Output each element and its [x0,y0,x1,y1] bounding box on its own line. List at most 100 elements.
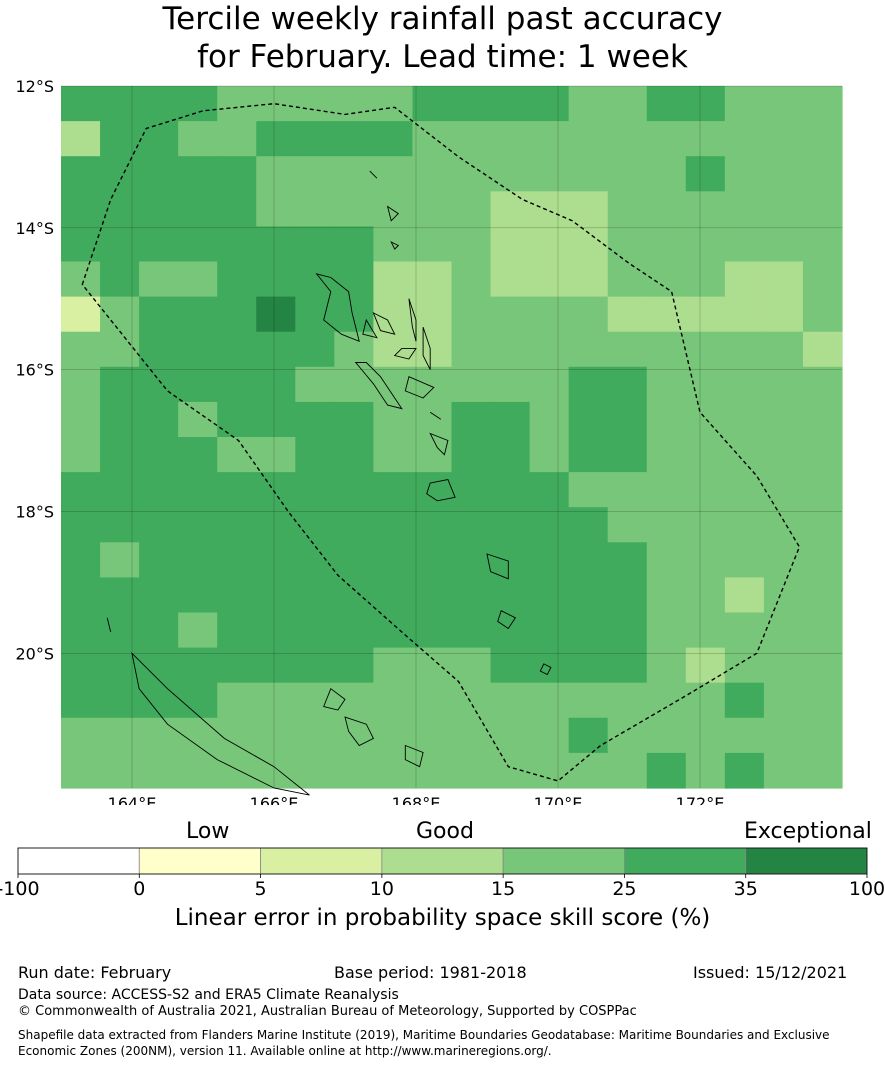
grid-cell [61,191,101,227]
grid-cell [139,401,179,438]
grid-cell [529,401,570,438]
grid-cell [412,717,453,754]
grid-cell [295,331,335,368]
grid-cell [685,226,726,263]
grid-cell [217,647,257,684]
island-outline [408,298,417,342]
grid-cell [334,612,374,649]
grid-cell [373,226,414,263]
grid-cell [139,226,179,263]
island-outline [131,651,310,796]
grid-cell [646,507,687,543]
grid-cell [685,437,726,473]
grid-cell [373,156,414,192]
grid-cell [217,717,257,754]
lat-label: 20°S [15,644,54,663]
grid-cell [139,717,179,754]
grid-cell [802,156,843,192]
grid-cell [763,577,804,614]
island-outline [497,610,517,630]
grid-cell [373,542,414,578]
colorbar-tick-label: 35 [734,878,758,900]
grid-cell [451,612,492,649]
grid-cell [763,331,804,368]
grid-cell [451,717,492,754]
grid-cell [724,296,765,333]
grid-cell [256,296,296,333]
grid-cell [295,121,335,157]
grid-cell [646,717,687,754]
grid-cell [139,612,179,649]
grid-cell [412,507,453,543]
title-line-2: for February. Lead time: 1 week [197,39,688,75]
grid-cell [100,752,140,789]
grid-cell [802,226,843,263]
grid-cell [685,577,726,614]
grid-cell [295,86,335,122]
island-outline [429,432,449,456]
grid-cell [256,682,296,719]
grid-cell [802,191,843,227]
copyright: © Commonwealth of Australia 2021, Austra… [18,1004,637,1019]
island-outline [393,347,417,360]
grid-cell [178,156,218,192]
grid-cell [217,121,257,157]
grid-cell [412,331,453,368]
grid-cell [607,226,648,263]
grid-cell [568,717,609,754]
graticule [61,85,842,788]
grid-cell [373,472,414,508]
grid-cell [412,752,453,789]
grid-cell [373,401,414,438]
grid-cell [61,647,101,684]
grid-cell [100,191,140,227]
grid-cell [763,261,804,298]
map-title: Tercile weekly rainfall past accuracy fo… [0,0,885,76]
grid-cell [568,472,609,508]
grid-cell [100,366,140,403]
grid-cell [373,437,414,473]
grid-cell [256,752,296,789]
grid-cell [724,191,765,227]
grid-cell [802,296,843,333]
shapefile-note: Shapefile data extracted from Flanders M… [18,1028,830,1058]
grid-cell [217,577,257,614]
grid-cell [100,717,140,754]
grid-cell [568,331,609,368]
grid-cell [256,191,296,227]
grid-cell [61,717,101,754]
grid-cell [100,261,140,298]
grid-cell [139,261,179,298]
grid-cell [724,86,765,122]
grid-cell [685,612,726,649]
grid-cell [217,752,257,789]
island-outline [426,478,456,502]
grid-cell [451,191,492,227]
grid-cell [646,542,687,578]
colorbar-outline [17,847,868,875]
latitude-labels: 12°S 14°S 16°S 18°S 20°S [15,77,54,663]
grid-cell [451,121,492,157]
grid-cell [217,296,257,333]
grid-cell [61,156,101,192]
colorbar: -100 0 5 10 15 25 35 100 [0,847,885,900]
grid-cell [256,437,296,473]
grid-cell [568,507,609,543]
grid-cell [451,331,492,368]
grid-cell [100,121,140,157]
grid-cell [412,647,453,684]
island-outline [539,663,552,676]
grid-cell [451,261,492,298]
grid-cell [178,472,218,508]
grid-cell [412,226,453,263]
grid-cell [178,226,218,263]
grid-cell [763,437,804,473]
grid-cell [646,612,687,649]
grid-cell [451,401,492,438]
grid-cell [334,296,374,333]
island-outline [369,170,378,179]
grid-cell [724,121,765,157]
grid-cell [256,401,296,438]
grid-cell [373,261,414,298]
grid-cell [412,401,453,438]
